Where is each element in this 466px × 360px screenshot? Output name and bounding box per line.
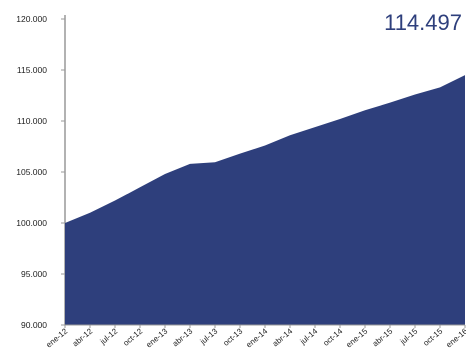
x-tick-label: jul-13 [198,326,220,346]
headline-value: 114.497 [384,10,462,35]
x-axis: ene-12 abr-12 jul-12 oct-12 ene-13 abr-13 jul-… [44,324,466,350]
x-tick-label: abr-14 [271,326,295,348]
x-tick-label: oct-12 [121,326,144,348]
x-tick-label: ene-13 [144,326,169,349]
x-tick-label: abr-13 [171,326,195,348]
x-tick-label: oct-14 [321,326,344,348]
y-tick-label: 100.000 [16,218,47,228]
x-tick-label: ene-14 [244,326,269,349]
y-tick-label: 105.000 [16,167,47,177]
x-tick-label: ene-15 [344,326,369,349]
x-tick-label: jul-12 [98,326,120,346]
x-tick-label: abr-15 [371,326,395,348]
x-tick-label: jul-15 [398,326,420,346]
y-tick-label: 115.000 [17,65,47,75]
x-tick-label: jul-14 [298,326,320,346]
y-tick-label: 95.000 [21,269,47,279]
y-axis: 90.000 95.000 100.000 105.000 110.000 115.000… [16,14,66,330]
y-tick-label: 90.000 [21,320,47,330]
x-tick-label: oct-15 [421,326,444,348]
x-tick-label: ene-12 [44,326,69,349]
y-tick-label: 110.000 [17,116,47,126]
x-tick-label: abr-12 [71,326,95,348]
x-tick-label: ene-16 [444,326,466,349]
series-area [65,75,465,325]
y-tick-label: 120.000 [16,14,47,24]
x-tick-label: oct-13 [221,326,244,348]
